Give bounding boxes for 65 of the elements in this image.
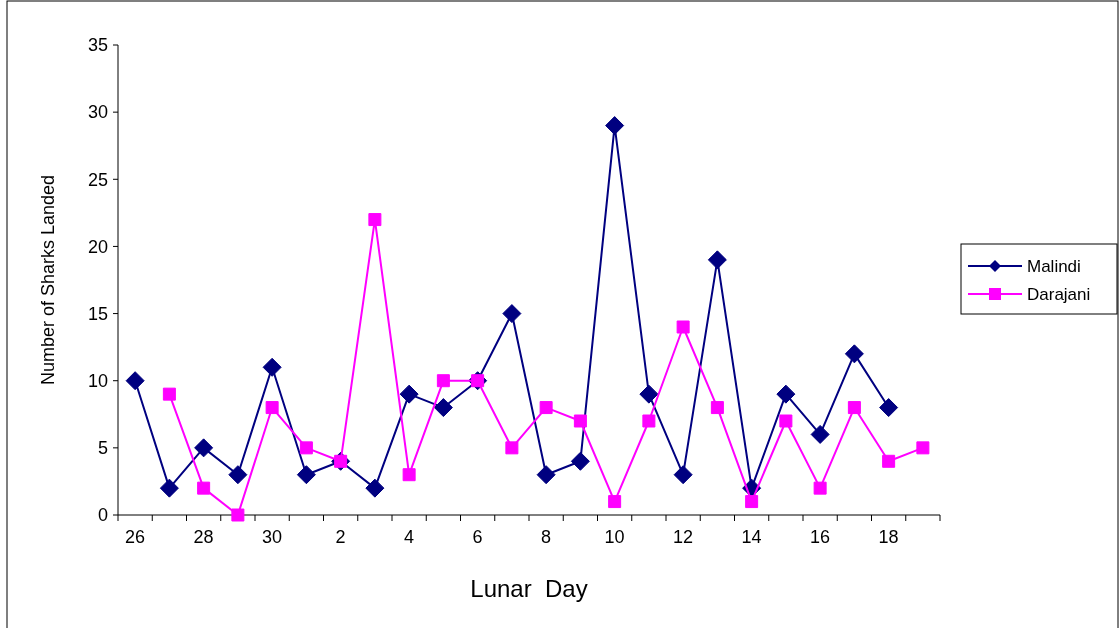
x-tick-label: 16	[810, 527, 831, 547]
legend-label: Malindi	[1027, 256, 1081, 276]
x-tick-label: 28	[193, 527, 214, 547]
point	[433, 398, 453, 418]
point	[368, 213, 382, 227]
point	[605, 116, 625, 136]
point	[159, 478, 179, 498]
y-tick-label: 25	[87, 169, 108, 190]
point	[879, 398, 899, 418]
y-tick-label: 5	[97, 438, 108, 459]
point	[844, 344, 864, 364]
point	[299, 441, 313, 455]
point	[262, 357, 282, 377]
x-tick-label: 10	[604, 527, 625, 547]
x-axis-title: Lunar Day	[470, 575, 588, 602]
point	[745, 495, 759, 509]
y-axis-title: Number of Sharks Landed	[38, 174, 58, 386]
x-tick-label: 26	[125, 527, 146, 547]
point	[916, 441, 930, 455]
point	[228, 465, 248, 485]
point	[536, 465, 556, 485]
x-tick-label: 2	[335, 527, 346, 547]
point	[573, 414, 587, 428]
point	[776, 384, 796, 404]
y-tick-label: 35	[87, 35, 108, 56]
point	[707, 250, 727, 270]
point	[162, 387, 176, 401]
point	[194, 438, 214, 458]
x-tick-label: 12	[673, 527, 694, 547]
x-tick-label: 14	[741, 527, 762, 547]
point	[810, 424, 830, 444]
point	[570, 451, 590, 471]
point	[539, 401, 553, 415]
point	[813, 481, 827, 495]
point	[296, 465, 316, 485]
point	[710, 401, 724, 415]
x-tick-label: 30	[262, 527, 283, 547]
point	[125, 371, 145, 391]
y-tick-label: 20	[87, 236, 108, 257]
legend-label: Darajani	[1027, 284, 1091, 304]
point	[608, 495, 622, 509]
point	[847, 401, 861, 415]
point	[197, 481, 211, 495]
x-tick-label: 6	[472, 527, 483, 547]
y-tick-label: 30	[87, 102, 108, 123]
point	[882, 454, 896, 468]
point	[639, 384, 659, 404]
point	[505, 441, 519, 455]
point	[231, 508, 245, 522]
point	[399, 384, 419, 404]
point	[676, 320, 690, 334]
point	[365, 478, 385, 498]
x-tick-label: 8	[541, 527, 552, 547]
point	[265, 401, 279, 415]
point	[673, 465, 693, 485]
point	[642, 414, 656, 428]
y-tick-label: 10	[87, 371, 108, 392]
point	[502, 304, 522, 324]
x-tick-label: 4	[404, 527, 415, 547]
x-tick-label: 18	[878, 527, 899, 547]
point	[402, 468, 416, 482]
y-tick-label: 0	[97, 505, 108, 526]
point	[779, 414, 793, 428]
y-tick-label: 15	[87, 303, 108, 324]
point	[436, 374, 450, 388]
